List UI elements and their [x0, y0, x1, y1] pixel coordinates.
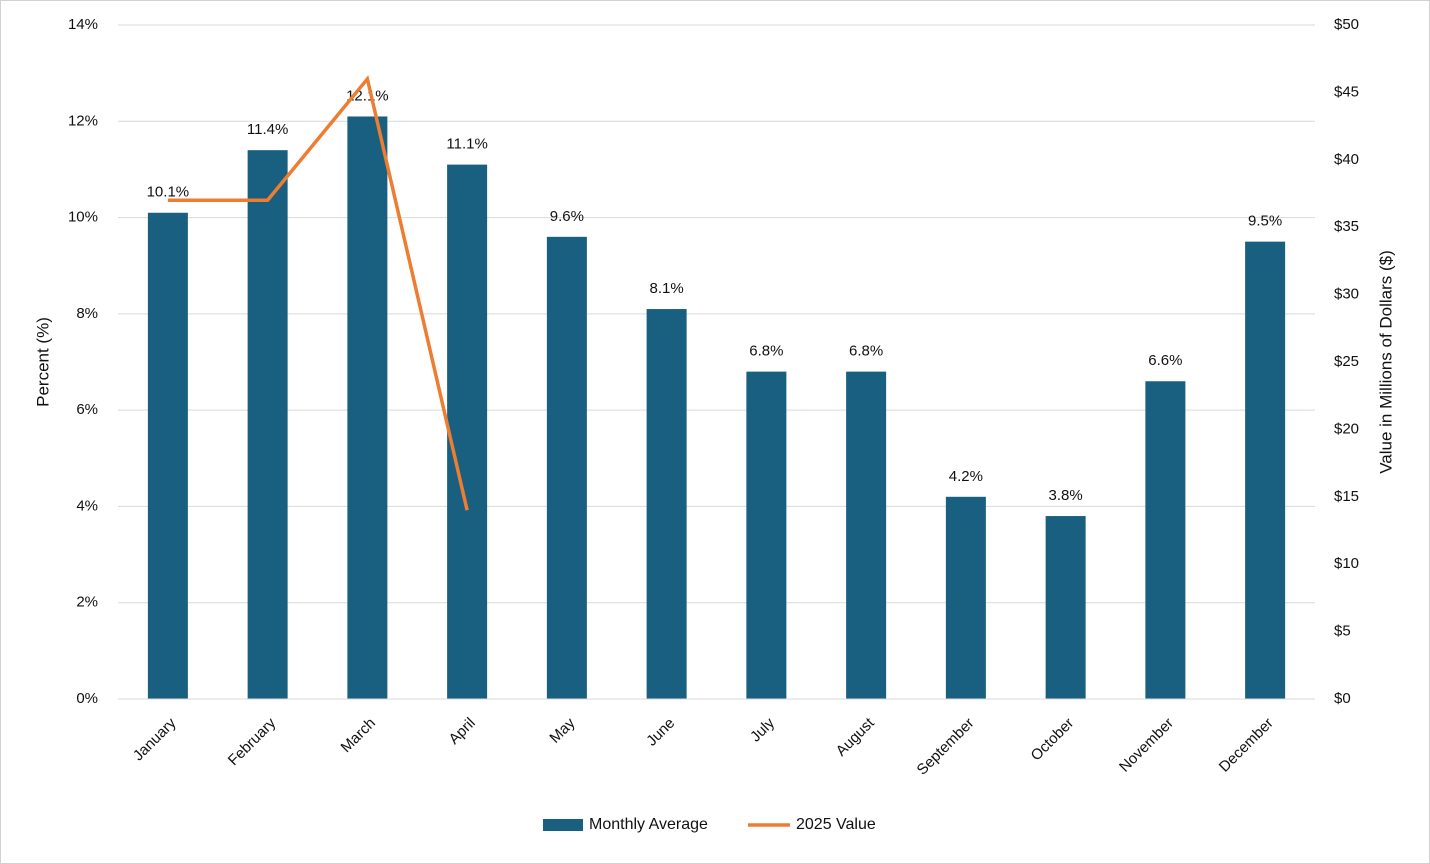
y2-tick-label: $15 [1334, 488, 1359, 505]
y2-tick-label: $30 [1334, 286, 1359, 303]
data-label: 10.1% [147, 184, 190, 201]
data-label: 6.8% [749, 343, 783, 360]
data-label: 4.2% [949, 468, 983, 485]
legend-label: Monthly Average [589, 816, 708, 833]
y-tick-label: 2% [76, 594, 98, 611]
bar [1045, 516, 1086, 699]
y2-tick-label: $25 [1334, 353, 1359, 370]
data-label: 11.1% [446, 136, 487, 153]
y2-tick-label: $0 [1334, 690, 1351, 707]
bar [546, 236, 587, 700]
y2-tick-label: $35 [1334, 218, 1359, 235]
bar [945, 496, 986, 699]
bar [646, 309, 687, 699]
data-label: 9.5% [1248, 213, 1282, 230]
y-tick-label: 14% [68, 16, 98, 33]
y2-axis-label: Value in Millions of Dollars ($) [1376, 250, 1395, 474]
legend-swatch [543, 819, 583, 831]
data-label: 8.1% [650, 280, 684, 297]
y2-tick-label: $5 [1334, 623, 1351, 640]
data-label: 6.8% [849, 343, 883, 360]
y-tick-label: 6% [76, 401, 98, 418]
data-label: 3.8% [1049, 487, 1083, 504]
y2-tick-label: $50 [1334, 16, 1359, 33]
y2-tick-label: $20 [1334, 420, 1359, 437]
y-tick-label: 4% [76, 497, 98, 514]
bar [1245, 241, 1286, 699]
y-tick-label: 0% [76, 690, 98, 707]
bar [447, 164, 488, 700]
bar [1145, 381, 1186, 699]
bar [846, 371, 887, 699]
y2-tick-label: $10 [1334, 555, 1359, 572]
bar [746, 371, 787, 699]
y2-tick-label: $40 [1334, 151, 1359, 168]
y-tick-label: 8% [76, 305, 98, 322]
line-series [167, 75, 469, 511]
bar [347, 116, 388, 699]
y2-tick-label: $45 [1334, 83, 1359, 100]
bar [147, 212, 188, 699]
data-label: 6.6% [1148, 352, 1182, 369]
y-axis-label: Percent (%) [33, 317, 52, 407]
bar [247, 150, 288, 699]
legend-label: 2025 Value [796, 816, 876, 833]
y-tick-label: 12% [68, 112, 98, 129]
data-label: 11.4% [247, 121, 288, 138]
data-label: 9.6% [550, 208, 584, 225]
y-tick-label: 10% [68, 209, 98, 226]
